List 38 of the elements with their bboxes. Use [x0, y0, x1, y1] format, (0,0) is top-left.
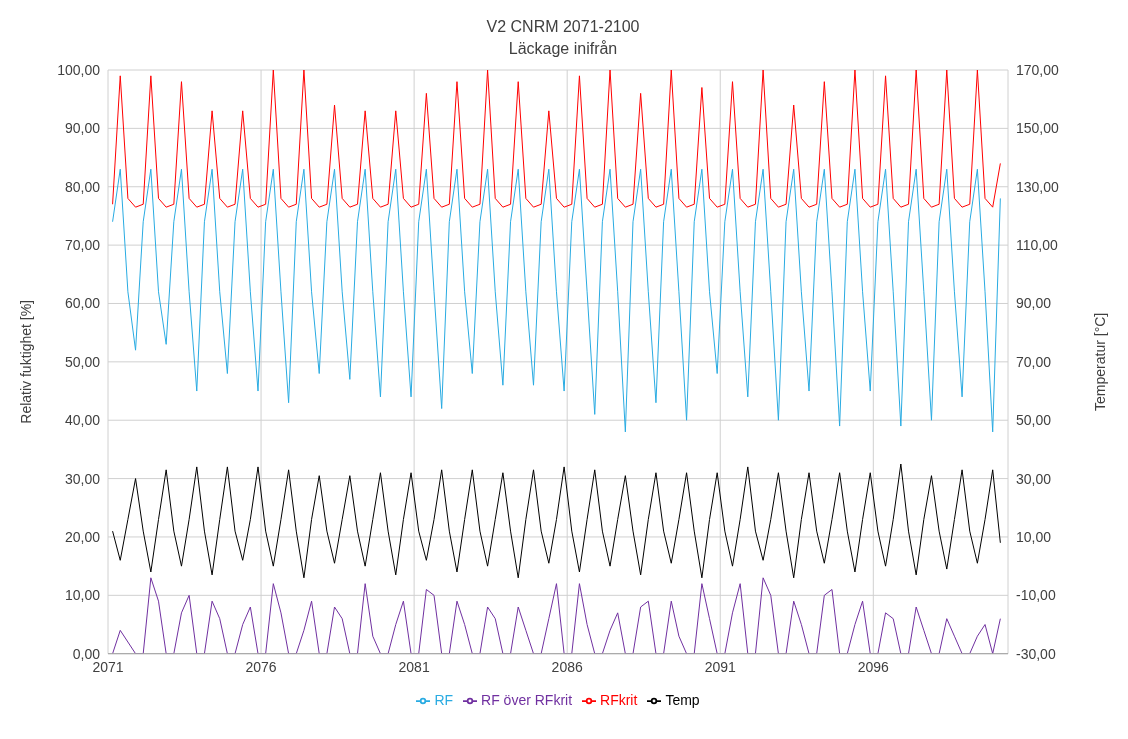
- x-tick-label: 2081: [398, 658, 430, 675]
- y-tick-label: 10,00: [64, 587, 101, 604]
- line-series: [112, 463, 1001, 579]
- y-tick-label: 80,00: [64, 178, 101, 195]
- line-series: [112, 70, 1001, 208]
- legend-label: Temp: [665, 691, 700, 708]
- x-tick-label: 2096: [857, 658, 890, 675]
- y-tick-label: 100,00: [57, 61, 101, 78]
- y-tick-label: 50,00: [64, 353, 101, 370]
- y-tick-label: 90,00: [64, 120, 101, 137]
- x-tick-label: 2086: [551, 658, 583, 675]
- y2-tick-label: 130,00: [1016, 178, 1060, 195]
- y2-tick-label: 170,00: [1016, 61, 1060, 78]
- y2-tick-label: 110,00: [1016, 237, 1058, 254]
- chart-subtitle: Läckage inifrån: [507, 40, 619, 58]
- line-series: [112, 577, 1001, 654]
- y2-tick-label: 150,00: [1016, 120, 1060, 137]
- y2-axis-title: Temperatur [°C]: [1091, 312, 1108, 411]
- y2-tick-label: 10,00: [1016, 528, 1052, 545]
- x-tick-label: 2076: [245, 658, 277, 675]
- chart-title: V2 CNRM 2071-2100: [485, 18, 641, 36]
- y-tick-label: 40,00: [64, 412, 101, 429]
- y2-tick-label: 30,00: [1016, 470, 1052, 487]
- x-tick-label: 2091: [704, 658, 737, 675]
- legend-label: RFkrit: [600, 691, 638, 708]
- y2-tick-label: 90,00: [1016, 295, 1052, 312]
- y2-tick-label: -10,00: [1016, 587, 1056, 604]
- y-tick-label: 70,00: [64, 237, 101, 254]
- y-tick-label: 30,00: [64, 470, 101, 487]
- legend-label: RF över RFkrit: [481, 691, 573, 708]
- legend-label: RF: [434, 691, 454, 708]
- y-axis-title: Relativ fuktighet [%]: [17, 299, 34, 424]
- y-tick-label: 60,00: [64, 295, 101, 312]
- line-series: [112, 168, 1001, 433]
- y2-tick-label: -30,00: [1016, 645, 1056, 662]
- y-tick-label: 20,00: [64, 528, 101, 545]
- y2-tick-label: 50,00: [1016, 412, 1052, 429]
- y2-tick-label: 70,00: [1016, 353, 1052, 370]
